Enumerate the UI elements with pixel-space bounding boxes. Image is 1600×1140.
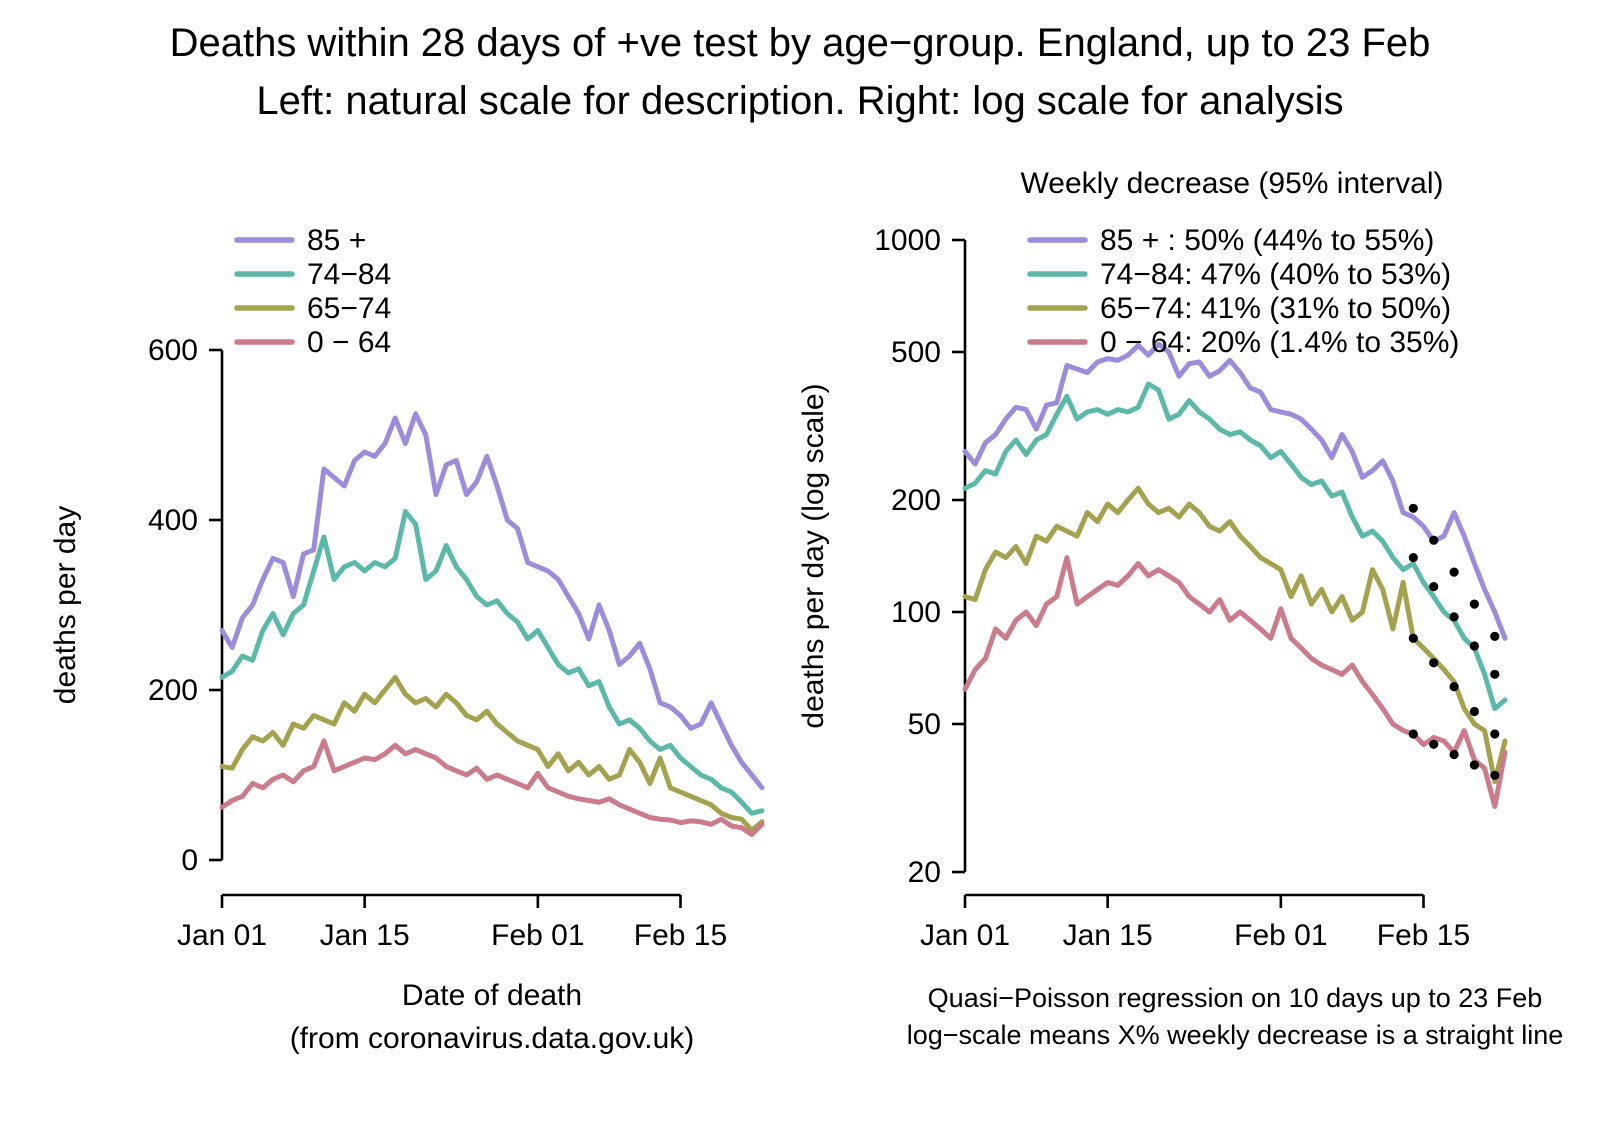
y-tick-label: 200 (148, 674, 198, 707)
x-tick-label: Jan 01 (177, 919, 267, 952)
x-tick-label: Feb 15 (634, 919, 727, 952)
x-axis-label: Date of death (401, 979, 583, 1012)
left-x-axis-caption: Date of death (from coronavirus.data.gov… (192, 974, 792, 1060)
fit-dot (1469, 760, 1479, 770)
fit-dot (1490, 770, 1500, 780)
series-line-85+ (962, 341, 1508, 641)
legend-label: 65−74 (307, 292, 391, 325)
y-tick-label: 50 (908, 708, 941, 741)
legend-label: 74−84: 47% (40% to 53%) (1100, 258, 1451, 291)
fit-dot (1490, 729, 1500, 739)
y-tick-label: 1000 (874, 224, 941, 257)
right-panel-caption: Quasi−Poisson regression on 10 days up t… (905, 980, 1565, 1054)
right-y-axis-label: deaths per day (log scale) (797, 383, 830, 729)
chart-title: Deaths within 28 days of +ve test by age… (0, 14, 1600, 130)
y-tick-label: 0 (181, 844, 198, 877)
y-tick-label: 500 (891, 336, 941, 369)
legend-label: 0 − 64 (307, 326, 391, 359)
fit-dot (1408, 503, 1418, 513)
y-tick-label: 20 (908, 856, 941, 889)
fit-dot (1408, 633, 1418, 643)
legend-title: Weekly decrease (95% interval) (1021, 167, 1444, 200)
fit-dot (1408, 553, 1418, 563)
fit-dot (1429, 535, 1439, 545)
x-tick-label: Feb 01 (491, 919, 584, 952)
series-line-65-74 (962, 485, 1508, 785)
fit-dot (1469, 706, 1479, 717)
fit-dot (1429, 739, 1439, 749)
fit-dot (1429, 582, 1439, 592)
title-line-1: Deaths within 28 days of +ve test by age… (169, 21, 1431, 65)
y-tick-label: 100 (891, 596, 941, 629)
fit-dot (1429, 658, 1439, 668)
fit-dot (1490, 669, 1500, 679)
y-tick-label: 600 (148, 334, 198, 367)
y-tick-label: 400 (148, 504, 198, 537)
x-axis-sublabel: (from coronavirus.data.gov.uk) (289, 1022, 695, 1055)
legend-label: 0 − 64: 20% (1.4% to 35%) (1100, 326, 1459, 359)
series-line-65-74 (219, 674, 765, 833)
fit-dot (1449, 749, 1459, 760)
fit-dot (1490, 631, 1500, 642)
fit-dot (1469, 599, 1479, 609)
fit-dot (1469, 641, 1479, 651)
caption-line-1: Quasi−Poisson regression on 10 days up t… (927, 983, 1543, 1013)
x-tick-label: Feb 15 (1377, 919, 1470, 952)
series-line-85+ (219, 411, 765, 791)
legend-label: 85 + (307, 224, 366, 257)
x-tick-label: Jan 15 (1063, 919, 1153, 952)
series-line-74-84 (962, 381, 1508, 712)
x-tick-label: Jan 01 (920, 919, 1010, 952)
legend-label: 74−84 (307, 258, 391, 291)
legend-label: 65−74: 41% (31% to 50%) (1100, 292, 1451, 325)
x-tick-label: Jan 15 (320, 919, 410, 952)
series-line-0-64 (219, 738, 765, 837)
fit-dot (1449, 612, 1459, 622)
fit-dot (1449, 567, 1459, 577)
title-line-2: Left: natural scale for description. Rig… (256, 79, 1344, 123)
caption-line-2: log−scale means X% weekly decrease is a … (906, 1020, 1564, 1050)
y-tick-label: 200 (891, 484, 941, 517)
legend-label: 85 + : 50% (44% to 55%) (1100, 224, 1434, 257)
fit-dot (1449, 682, 1459, 692)
x-tick-label: Feb 01 (1234, 919, 1327, 952)
fit-dot (1408, 729, 1418, 739)
left-y-axis-label: deaths per day (49, 505, 82, 705)
series-line-74-84 (219, 509, 765, 816)
series-line-0-64 (962, 555, 1508, 809)
